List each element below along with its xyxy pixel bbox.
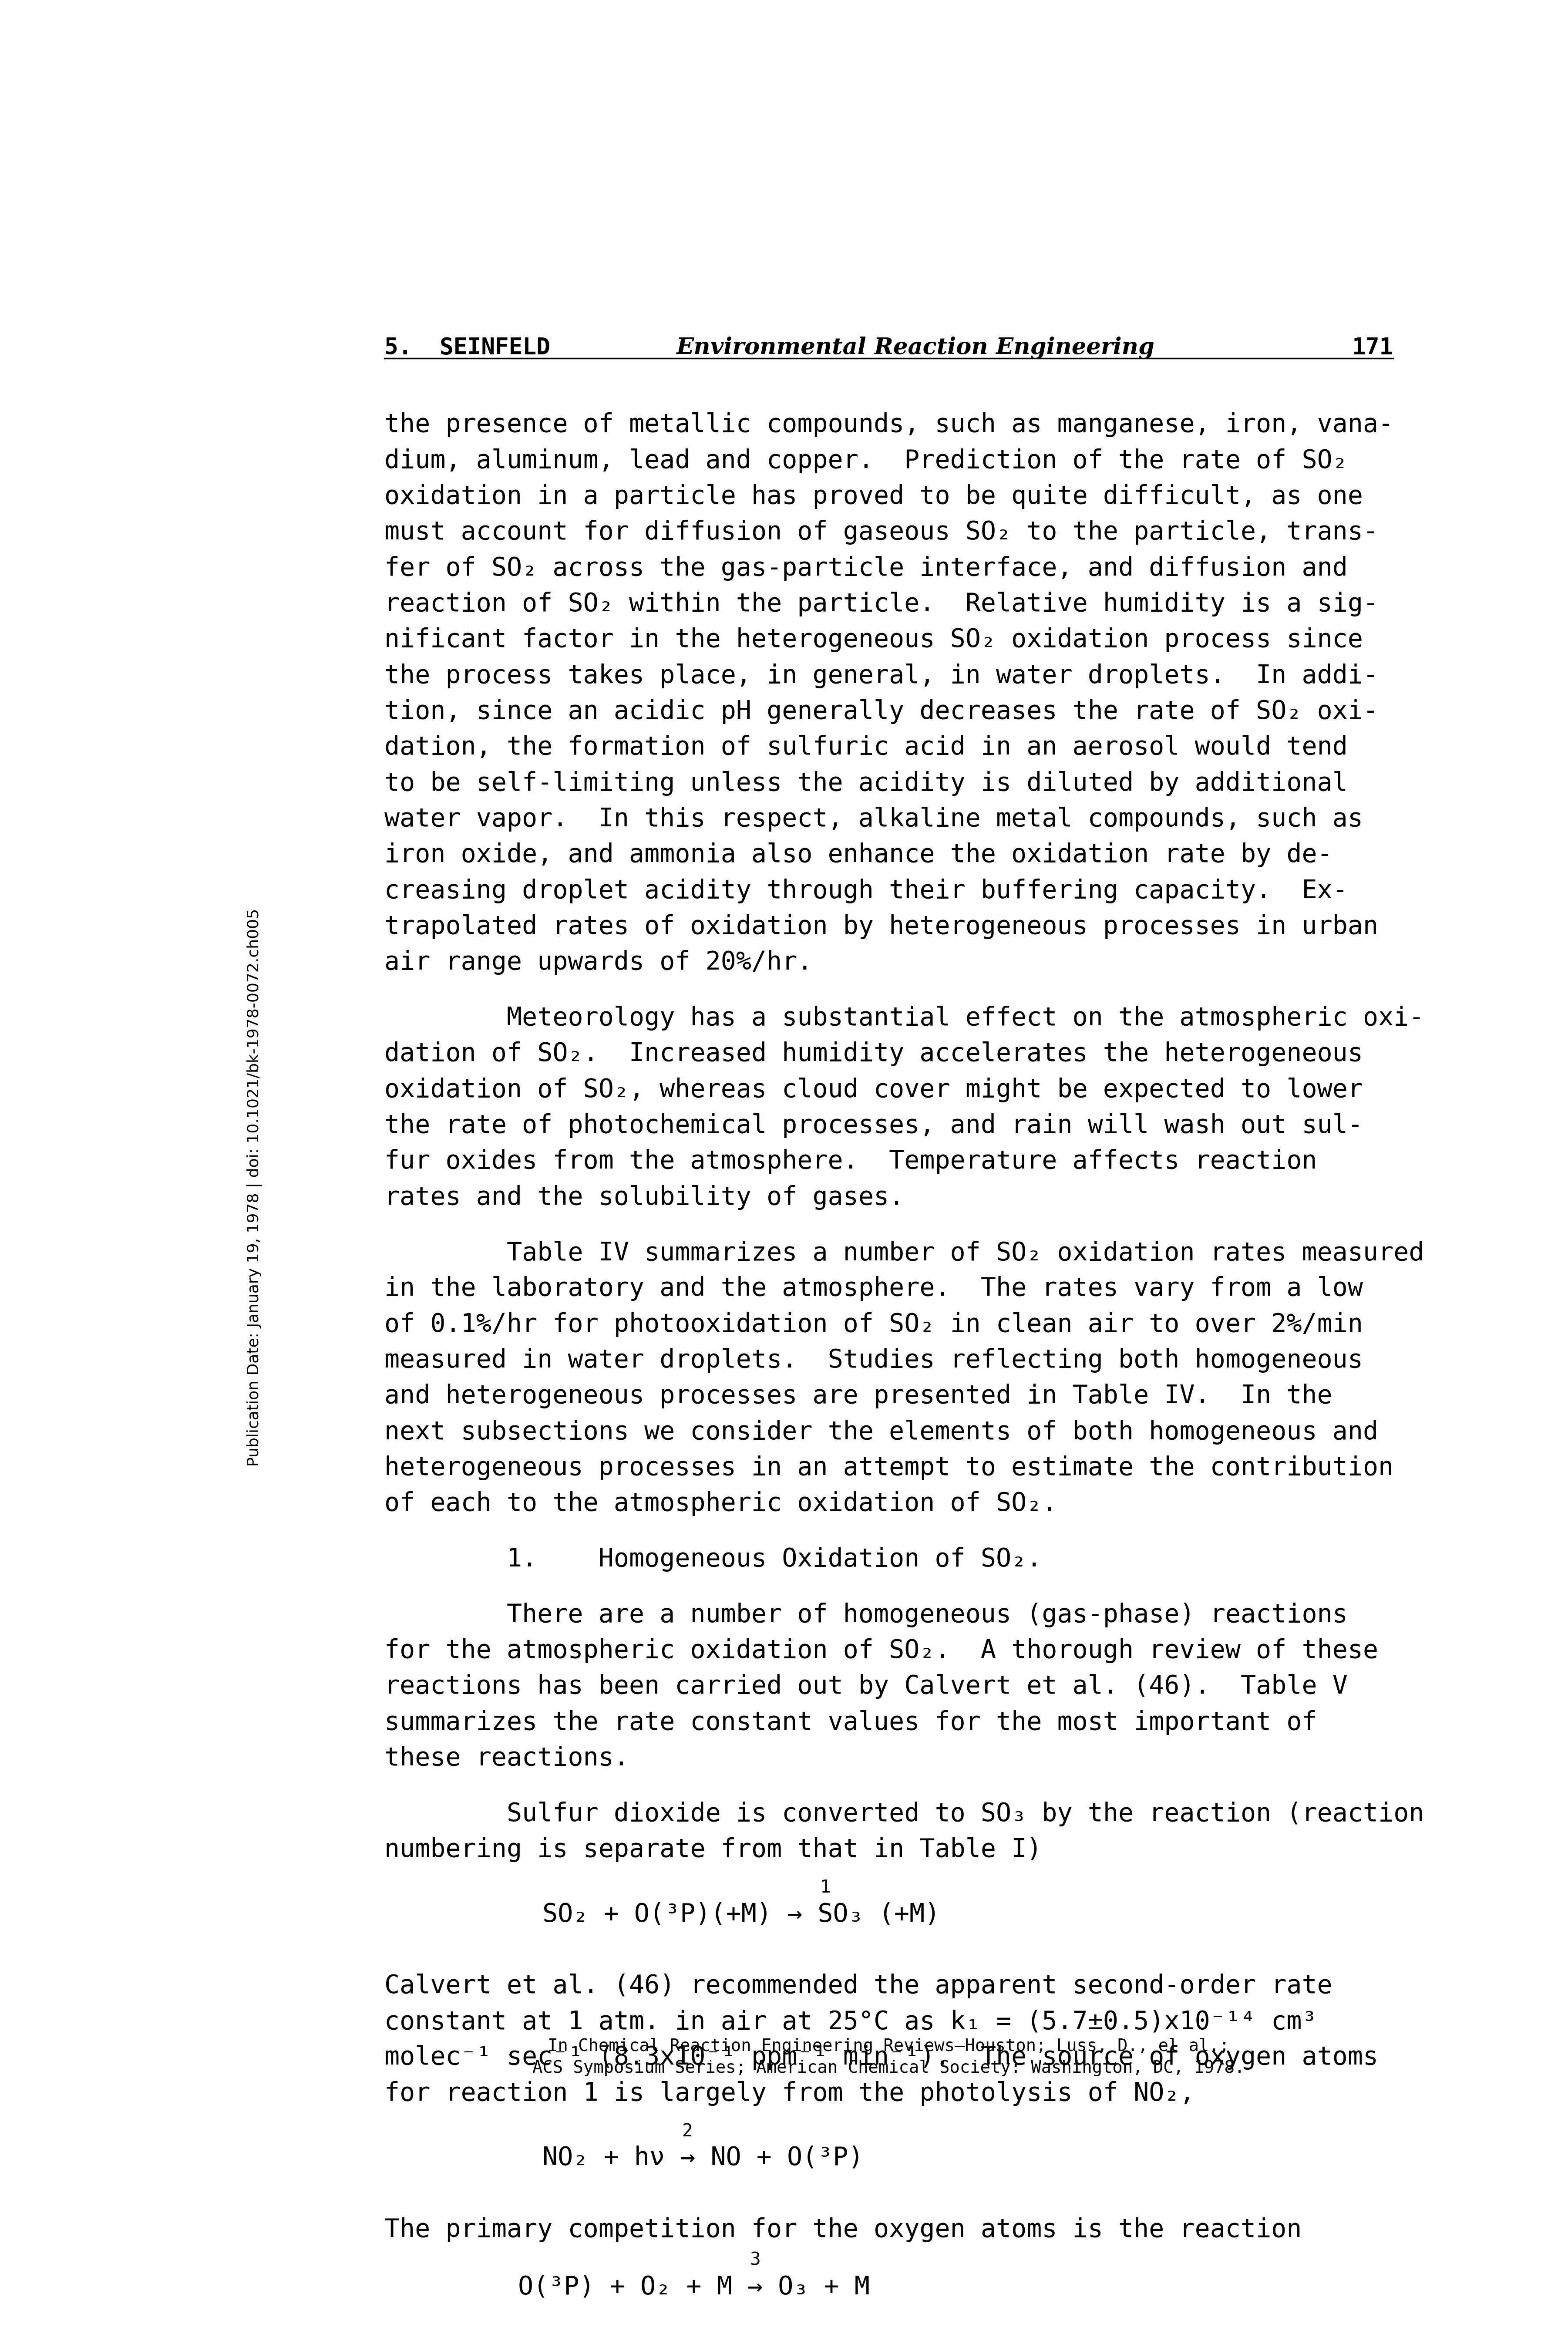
Text: constant at 1 atm. in air at 25°C as k₁ = (5.7±0.5)x10⁻¹⁴ cm³: constant at 1 atm. in air at 25°C as k₁ …: [384, 2010, 1317, 2034]
Text: nificant factor in the heterogeneous SO₂ oxidation process since: nificant factor in the heterogeneous SO₂…: [384, 628, 1363, 651]
Text: 2: 2: [682, 2123, 693, 2139]
Text: measured in water droplets.  Studies reflecting both homogeneous: measured in water droplets. Studies refl…: [384, 1347, 1363, 1373]
Text: dium, aluminum, lead and copper.  Prediction of the rate of SO₂: dium, aluminum, lead and copper. Predict…: [384, 449, 1347, 473]
Text: Meteorology has a substantial effect on the atmospheric oxi-: Meteorology has a substantial effect on …: [384, 1006, 1424, 1030]
Text: must account for diffusion of gaseous SO₂ to the particle, trans-: must account for diffusion of gaseous SO…: [384, 520, 1378, 545]
Text: creasing droplet acidity through their buffering capacity.  Ex-: creasing droplet acidity through their b…: [384, 879, 1347, 903]
Text: tion, since an acidic pH generally decreases the rate of SO₂ oxi-: tion, since an acidic pH generally decre…: [384, 698, 1378, 724]
Text: Calvert et al. (46) recommended the apparent second-order rate: Calvert et al. (46) recommended the appa…: [384, 1972, 1333, 1998]
Text: heterogeneous processes in an attempt to estimate the contribution: heterogeneous processes in an attempt to…: [384, 1455, 1394, 1481]
Text: Environmental Reaction Engineering: Environmental Reaction Engineering: [676, 336, 1154, 360]
Text: dation, the formation of sulfuric acid in an aerosol would tend: dation, the formation of sulfuric acid i…: [384, 736, 1347, 759]
Text: fur oxides from the atmosphere.  Temperature affects reaction: fur oxides from the atmosphere. Temperat…: [384, 1150, 1317, 1173]
Text: SO₂ + O(³P)(+M) → SO₃ (+M): SO₂ + O(³P)(+M) → SO₃ (+M): [543, 1902, 939, 1925]
Text: of 0.1%/hr for photooxidation of SO₂ in clean air to over 2%/min: of 0.1%/hr for photooxidation of SO₂ in …: [384, 1312, 1363, 1338]
Text: ACS Symposium Series; American Chemical Society: Washington, DC, 1978.: ACS Symposium Series; American Chemical …: [533, 2059, 1245, 2076]
Text: iron oxide, and ammonia also enhance the oxidation rate by de-: iron oxide, and ammonia also enhance the…: [384, 842, 1333, 868]
Text: 1.    Homogeneous Oxidation of SO₂.: 1. Homogeneous Oxidation of SO₂.: [384, 1547, 1041, 1573]
Text: In Chemical Reaction Engineering Reviews—Houston; Luss, D., el al.;: In Chemical Reaction Engineering Reviews…: [547, 2038, 1229, 2055]
Text: these reactions.: these reactions.: [384, 1747, 629, 1770]
Text: the process takes place, in general, in water droplets.  In addi-: the process takes place, in general, in …: [384, 663, 1378, 689]
Text: reactions has been carried out by Calvert et al. (46).  Table V: reactions has been carried out by Calver…: [384, 1674, 1347, 1700]
Text: numbering is separate from that in Table I): numbering is separate from that in Table…: [384, 1836, 1041, 1862]
Text: the presence of metallic compounds, such as manganese, iron, vana-: the presence of metallic compounds, such…: [384, 411, 1394, 437]
Text: for the atmospheric oxidation of SO₂.  A thorough review of these: for the atmospheric oxidation of SO₂. A …: [384, 1639, 1378, 1662]
Text: water vapor.  In this respect, alkaline metal compounds, such as: water vapor. In this respect, alkaline m…: [384, 806, 1363, 832]
Text: 3: 3: [750, 2252, 760, 2269]
Text: Publication Date: January 19, 1978 | doi: 10.1021/bk-1978-0072.ch005: Publication Date: January 19, 1978 | doi…: [246, 907, 262, 1467]
Text: air range upwards of 20%/hr.: air range upwards of 20%/hr.: [384, 950, 812, 976]
Text: molec⁻¹ sec⁻¹ (8.3x10⁻¹ ppm⁻¹ min⁻¹).  The source of oxygen atoms: molec⁻¹ sec⁻¹ (8.3x10⁻¹ ppm⁻¹ min⁻¹). Th…: [384, 2045, 1378, 2069]
Text: There are a number of homogeneous (gas-phase) reactions: There are a number of homogeneous (gas-p…: [384, 1603, 1347, 1627]
Text: reaction of SO₂ within the particle.  Relative humidity is a sig-: reaction of SO₂ within the particle. Rel…: [384, 592, 1378, 616]
Text: for reaction 1 is largely from the photolysis of NO₂,: for reaction 1 is largely from the photo…: [384, 2081, 1195, 2106]
Text: of each to the atmospheric oxidation of SO₂.: of each to the atmospheric oxidation of …: [384, 1491, 1057, 1516]
Text: 171: 171: [1352, 336, 1392, 360]
Text: and heterogeneous processes are presented in Table IV.  In the: and heterogeneous processes are presente…: [384, 1385, 1333, 1408]
Text: oxidation of SO₂, whereas cloud cover might be expected to lower: oxidation of SO₂, whereas cloud cover mi…: [384, 1077, 1363, 1103]
Text: to be self-limiting unless the acidity is diluted by additional: to be self-limiting unless the acidity i…: [384, 771, 1347, 795]
Text: Table IV summarizes a number of SO₂ oxidation rates measured: Table IV summarizes a number of SO₂ oxid…: [384, 1241, 1424, 1265]
Text: NO₂ + hν → NO + O(³P): NO₂ + hν → NO + O(³P): [543, 2146, 864, 2170]
Text: Sulfur dioxide is converted to SO₃ by the reaction (reaction: Sulfur dioxide is converted to SO₃ by th…: [384, 1801, 1424, 1827]
Text: in the laboratory and the atmosphere.  The rates vary from a low: in the laboratory and the atmosphere. Th…: [384, 1277, 1363, 1300]
Text: next subsections we consider the elements of both homogeneous and: next subsections we consider the element…: [384, 1420, 1378, 1444]
Text: O(³P) + O₂ + M → O₃ + M: O(³P) + O₂ + M → O₃ + M: [517, 2273, 870, 2299]
Text: 5.  SEINFELD: 5. SEINFELD: [384, 336, 550, 360]
Text: the rate of photochemical processes, and rain will wash out sul-: the rate of photochemical processes, and…: [384, 1112, 1363, 1138]
Text: dation of SO₂.  Increased humidity accelerates the heterogeneous: dation of SO₂. Increased humidity accele…: [384, 1041, 1363, 1067]
Text: rates and the solubility of gases.: rates and the solubility of gases.: [384, 1185, 905, 1211]
Text: 1: 1: [820, 1878, 831, 1897]
Text: trapolated rates of oxidation by heterogeneous processes in urban: trapolated rates of oxidation by heterog…: [384, 915, 1378, 938]
Text: summarizes the rate constant values for the most important of: summarizes the rate constant values for …: [384, 1709, 1317, 1735]
Text: fer of SO₂ across the gas-particle interface, and diffusion and: fer of SO₂ across the gas-particle inter…: [384, 555, 1347, 581]
Text: The primary competition for the oxygen atoms is the reaction: The primary competition for the oxygen a…: [384, 2217, 1301, 2243]
Text: oxidation in a particle has proved to be quite difficult, as one: oxidation in a particle has proved to be…: [384, 484, 1363, 508]
